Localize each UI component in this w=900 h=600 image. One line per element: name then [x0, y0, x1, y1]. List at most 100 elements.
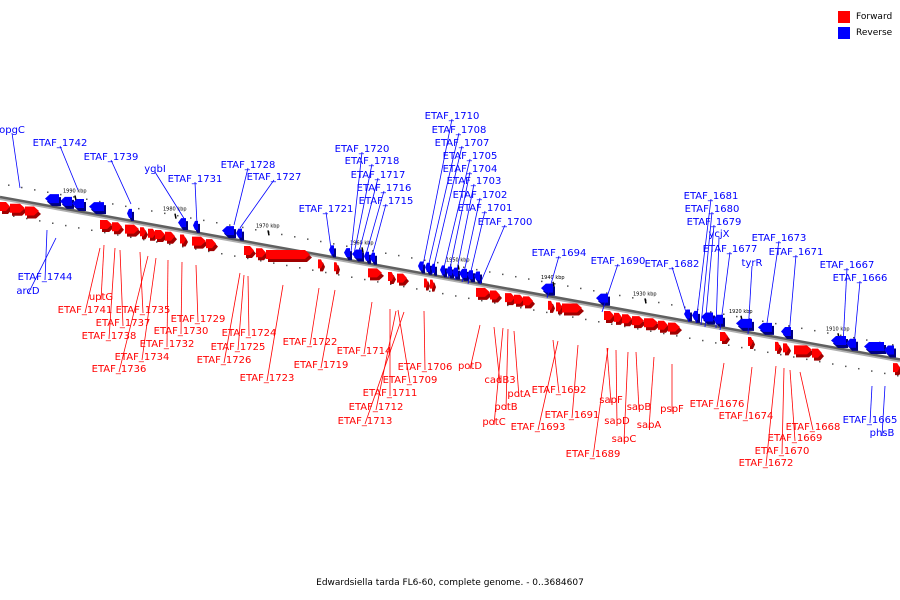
reverse-gene-arrow — [736, 318, 754, 331]
reverse-gene-arrow — [692, 310, 700, 323]
leader-line — [84, 247, 101, 314]
tick-dot — [676, 335, 678, 337]
tick-dot — [138, 207, 140, 210]
tick-dot — [104, 231, 106, 234]
tick-dot — [728, 344, 730, 347]
leader-line — [479, 224, 506, 285]
leader-line — [765, 365, 777, 467]
tick-dot — [203, 219, 205, 222]
tick-dot — [611, 323, 613, 325]
tick-dot — [273, 262, 275, 264]
tick-dot — [866, 339, 868, 341]
leader-line — [166, 259, 169, 348]
tick-dot — [242, 226, 244, 229]
reverse-gene-label: ETAF_1702 — [453, 190, 508, 201]
forward-gene-label: ETAF_1713 — [338, 416, 393, 427]
tick-dot — [156, 241, 158, 243]
forward-gene-arrow — [476, 287, 492, 300]
tick-dot — [182, 245, 184, 248]
leader-line — [364, 311, 405, 425]
leader-line — [44, 229, 48, 281]
reverse-gene-label: ETAF_1666 — [833, 273, 888, 284]
leader-line — [635, 351, 640, 411]
tick-dot — [736, 315, 738, 318]
leader-line — [719, 251, 731, 331]
leader-line — [233, 167, 249, 226]
tick-dot — [424, 259, 426, 262]
tick-dot — [481, 299, 483, 302]
leader-line — [223, 272, 241, 364]
forward-gene-arrow — [334, 262, 340, 275]
forward-gene-label: potC — [482, 417, 505, 428]
legend-forward-label: Forward — [856, 12, 893, 22]
leader-line — [363, 301, 373, 355]
leader-line — [350, 151, 363, 253]
tick-mark — [361, 247, 364, 253]
reverse-gene-label: ycjX — [708, 229, 729, 240]
tick-dot — [520, 306, 522, 309]
tick-dot — [346, 245, 348, 247]
reverse-gene-arrow — [758, 322, 774, 335]
forward-gene-arrow — [100, 220, 114, 233]
forward-gene-label: potD — [458, 361, 482, 372]
forward-gene-arrow — [720, 331, 730, 344]
forward-gene-arrow — [388, 272, 396, 285]
reverse-gene-label: phsB — [870, 428, 895, 439]
tick-dot — [767, 351, 769, 354]
tick-dot — [190, 217, 192, 219]
tick-dot — [840, 334, 842, 337]
leader-line — [154, 171, 186, 221]
leader-line — [118, 255, 149, 373]
tick-label: 1920 kbp — [729, 309, 753, 315]
tick-mark — [74, 195, 77, 201]
reverse-gene-label: ETAF_1728 — [221, 160, 276, 171]
leader-line — [100, 244, 105, 301]
leader-line — [695, 198, 712, 324]
reverse-gene-label: ETAF_1718 — [345, 156, 400, 167]
tick-dot — [151, 210, 153, 212]
reverse-gene-label: ETAF_1680 — [685, 204, 740, 215]
forward-gene-label: ETAF_1714 — [337, 346, 392, 357]
tick-dot — [333, 243, 335, 245]
forward-swatch — [838, 11, 850, 23]
leader-line — [881, 385, 886, 437]
leader-line — [247, 275, 250, 337]
reverse-gene-arrow — [474, 271, 482, 284]
forward-gene-label: sapA — [637, 420, 662, 431]
tick-dot — [112, 203, 114, 205]
reverse-gene-label: opgC — [0, 125, 25, 136]
reverse-gene-label: ETAF_1717 — [351, 170, 406, 181]
leader-line — [869, 385, 873, 424]
tick-dot — [26, 217, 28, 220]
forward-gene-arrow — [794, 345, 814, 358]
forward-gene-label: ETAF_1709 — [383, 375, 438, 386]
reverse-gene-arrow — [127, 208, 134, 221]
forward-gene-label: potA — [507, 389, 530, 400]
reverse-gene-label: ETAF_1742 — [33, 138, 88, 149]
leader-line — [141, 257, 157, 361]
reverse-gene-label: ETAF_1720 — [335, 144, 390, 155]
tick-dot — [455, 295, 457, 297]
reverse-gene-arrow — [370, 252, 377, 265]
forward-gene-arrow — [318, 259, 325, 272]
tick-dot — [793, 356, 795, 358]
tick-dot — [234, 255, 236, 257]
leader-line — [194, 181, 198, 226]
reverse-gene-label: ETAF_1731 — [168, 174, 223, 185]
leader-line — [552, 339, 560, 394]
reverse-gene-label: tyrR — [742, 258, 763, 269]
leader-line — [357, 177, 379, 257]
tick-dot — [437, 261, 439, 264]
tick-dot — [195, 248, 197, 250]
reverse-gene-label: ETAF_1677 — [703, 244, 758, 255]
tick-dot — [372, 250, 374, 252]
tick-dot — [117, 234, 119, 236]
reverse-gene-label: ETAF_1665 — [843, 415, 898, 426]
tick-dot — [78, 227, 80, 229]
leader-line — [195, 264, 199, 323]
tick-dot — [91, 229, 93, 232]
leader-line — [788, 254, 797, 337]
forward-gene-arrow — [368, 268, 384, 281]
tick-dot — [515, 275, 517, 278]
tick-dot — [338, 274, 340, 276]
